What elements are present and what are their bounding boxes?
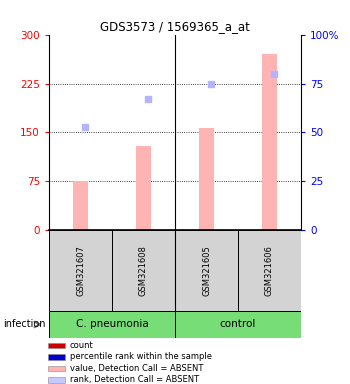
Bar (136, 146, 151, 230)
Bar (48, 354, 65, 360)
Bar (49, 230, 112, 311)
Bar (199, 128, 214, 230)
Bar (48, 343, 65, 348)
Text: GSM321608: GSM321608 (139, 245, 148, 296)
Bar (48, 366, 65, 371)
Bar (175, 230, 238, 311)
Text: percentile rank within the sample: percentile rank within the sample (70, 353, 212, 361)
Bar (175, 311, 301, 338)
Bar (238, 230, 301, 311)
Bar (112, 230, 175, 311)
Bar (262, 54, 277, 230)
Text: value, Detection Call = ABSENT: value, Detection Call = ABSENT (70, 364, 203, 373)
Text: infection: infection (4, 319, 46, 329)
Bar (48, 377, 65, 383)
Text: count: count (70, 341, 93, 350)
Text: GSM321607: GSM321607 (76, 245, 85, 296)
Title: GDS3573 / 1569365_a_at: GDS3573 / 1569365_a_at (100, 20, 250, 33)
Text: rank, Detection Call = ABSENT: rank, Detection Call = ABSENT (70, 376, 199, 384)
Text: control: control (220, 319, 256, 329)
Text: GSM321605: GSM321605 (202, 245, 211, 296)
Bar (73, 182, 88, 230)
Bar (49, 311, 175, 338)
Text: GSM321606: GSM321606 (265, 245, 274, 296)
Text: C. pneumonia: C. pneumonia (76, 319, 148, 329)
